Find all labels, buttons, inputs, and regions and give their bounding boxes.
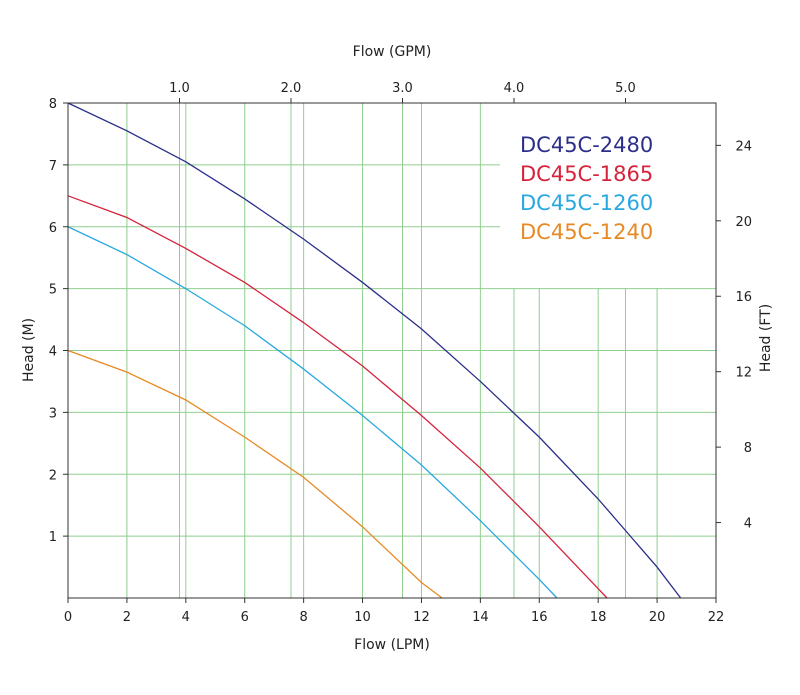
x-axis-bottom-title: Flow (LPM): [354, 637, 430, 653]
x-tick-label: 22: [708, 610, 725, 625]
legend-backdrop: [500, 103, 716, 288]
x-top-tick-label: 5.0: [615, 81, 636, 96]
x-top-tick-label: 3.0: [392, 81, 413, 96]
y-right-tick-label: 4: [744, 517, 752, 532]
y-axis-right-title: Head (FT): [758, 304, 774, 372]
grid: [68, 103, 716, 598]
curves: [67, 102, 682, 599]
legend-entry: DC45C-1260: [520, 191, 653, 215]
legend-entry: DC45C-2480: [520, 133, 653, 157]
legend: DC45C-2480 DC45C-1865 DC45C-1260 DC45C-1240: [520, 133, 653, 244]
x-top-tick-label: 4.0: [504, 81, 525, 96]
x-tick-label: 4: [182, 610, 190, 625]
y-tick-label: 8: [49, 97, 57, 112]
y-tick-label: 1: [49, 530, 57, 545]
y-tick-label: 5: [49, 283, 57, 298]
y-axis-left-title: Head (M): [21, 318, 37, 382]
y-right-tick-label: 8: [744, 441, 752, 456]
x-tick-label: 8: [299, 610, 307, 625]
x-top-tick-label: 2.0: [281, 81, 302, 96]
x-tick-label: 18: [590, 610, 607, 625]
y-right-tick-label: 24: [735, 139, 752, 154]
y-tick-label: 4: [49, 345, 57, 360]
y-tick-label: 3: [49, 406, 57, 421]
series-line-DC45C-1260: [67, 226, 558, 599]
legend-entry: DC45C-1865: [520, 162, 653, 186]
x-axis-top-title: Flow (GPM): [353, 44, 432, 60]
y-tick-label: 6: [49, 221, 57, 236]
x-tick-label: 20: [649, 610, 666, 625]
series-line-DC45C-1240: [67, 349, 443, 599]
series-line-DC45C-1865: [67, 195, 608, 599]
y-tick-label: 7: [49, 159, 57, 174]
y-right-tick-label: 16: [735, 290, 752, 305]
x-tick-label: 10: [354, 610, 371, 625]
y-tick-label: 2: [49, 468, 57, 483]
x-top-tick-label: 1.0: [169, 81, 190, 96]
x-tick-label: 0: [64, 610, 72, 625]
x-tick-label: 16: [531, 610, 548, 625]
x-tick-label: 6: [241, 610, 249, 625]
x-tick-label: 14: [472, 610, 489, 625]
x-tick-label: 2: [123, 610, 131, 625]
series-line-DC45C-2480: [67, 102, 682, 599]
y-right-tick-label: 20: [735, 215, 752, 230]
x-tick-label: 12: [413, 610, 430, 625]
y-right-tick-label: 12: [735, 366, 752, 381]
legend-entry: DC45C-1240: [520, 220, 653, 244]
